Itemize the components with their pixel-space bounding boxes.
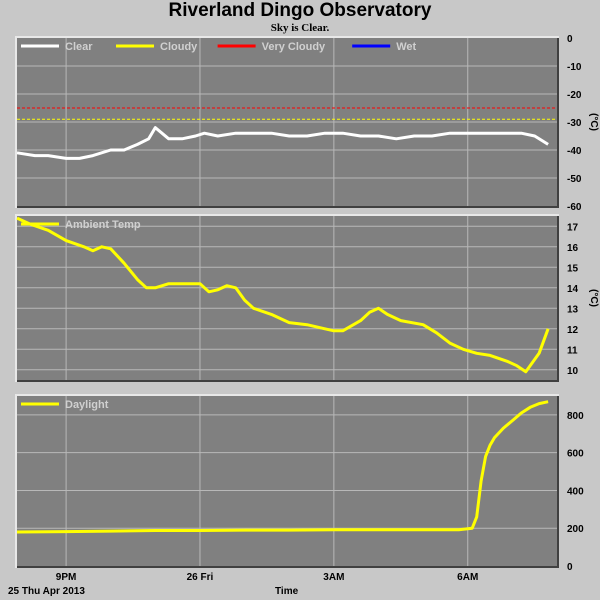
y-tick-label: 15 bbox=[567, 263, 579, 274]
panel-plot-area bbox=[17, 216, 557, 380]
legend-entry: Ambient Temp bbox=[65, 219, 141, 231]
page-subtitle: Sky is Clear. bbox=[270, 22, 330, 34]
y-tick-label: 800 bbox=[567, 411, 584, 422]
panel-plot-area bbox=[17, 396, 557, 566]
panel-daylight: 0 200 400 600 800 Daylight 9PM 26 Fri 3AM 6AM bbox=[15, 394, 584, 583]
y-tick-label: 600 bbox=[567, 449, 584, 460]
y-tick-label: -20 bbox=[567, 90, 582, 101]
y-tick-label: 10 bbox=[567, 366, 579, 377]
legend-entry: Wet bbox=[396, 41, 416, 53]
x-tick-label: 3AM bbox=[323, 572, 344, 583]
panel-sky: 0 -10 -20 -30 -40 -50 -60 (°C) Clear Cloudy Very C… bbox=[15, 34, 599, 213]
y-tick-label: -10 bbox=[567, 62, 582, 73]
y-tick-label: -60 bbox=[567, 202, 582, 213]
y-tick-label: 0 bbox=[567, 34, 573, 45]
time-axis-label: Time bbox=[275, 586, 299, 597]
x-tick-label: 6AM bbox=[457, 572, 478, 583]
series-line bbox=[16, 126, 549, 160]
legend-entry: Cloudy bbox=[160, 41, 198, 53]
y-tick-label: 16 bbox=[567, 243, 579, 254]
y-tick-label: 200 bbox=[567, 524, 584, 535]
y-tick-label: -30 bbox=[567, 118, 582, 129]
y-axis-label: (°C) bbox=[588, 289, 599, 307]
date-label: 25 Thu Apr 2013 bbox=[8, 586, 85, 597]
series-line bbox=[16, 400, 549, 534]
y-tick-label: -50 bbox=[567, 174, 582, 185]
page-title: Riverland Dingo Observatory bbox=[168, 0, 432, 21]
x-tick-label: 9PM bbox=[56, 572, 77, 583]
y-tick-label: 17 bbox=[567, 222, 579, 233]
x-tick-label: 26 Fri bbox=[187, 572, 214, 583]
legend-entry: Clear bbox=[65, 41, 93, 53]
y-tick-label: -40 bbox=[567, 146, 582, 157]
y-axis-label: (°C) bbox=[588, 113, 599, 131]
legend-entry: Daylight bbox=[65, 399, 109, 411]
panel-ambient: 10 11 12 13 14 15 16 17 (°C) Ambient Temp bbox=[15, 214, 599, 382]
y-tick-label: 400 bbox=[567, 486, 584, 497]
y-tick-label: 14 bbox=[567, 284, 579, 295]
legend-entry: Very Cloudy bbox=[262, 41, 326, 53]
y-tick-label: 13 bbox=[567, 304, 579, 315]
y-tick-label: 0 bbox=[567, 562, 573, 573]
series-line bbox=[16, 216, 550, 374]
y-tick-label: 11 bbox=[567, 345, 578, 356]
y-tick-label: 12 bbox=[567, 325, 579, 336]
